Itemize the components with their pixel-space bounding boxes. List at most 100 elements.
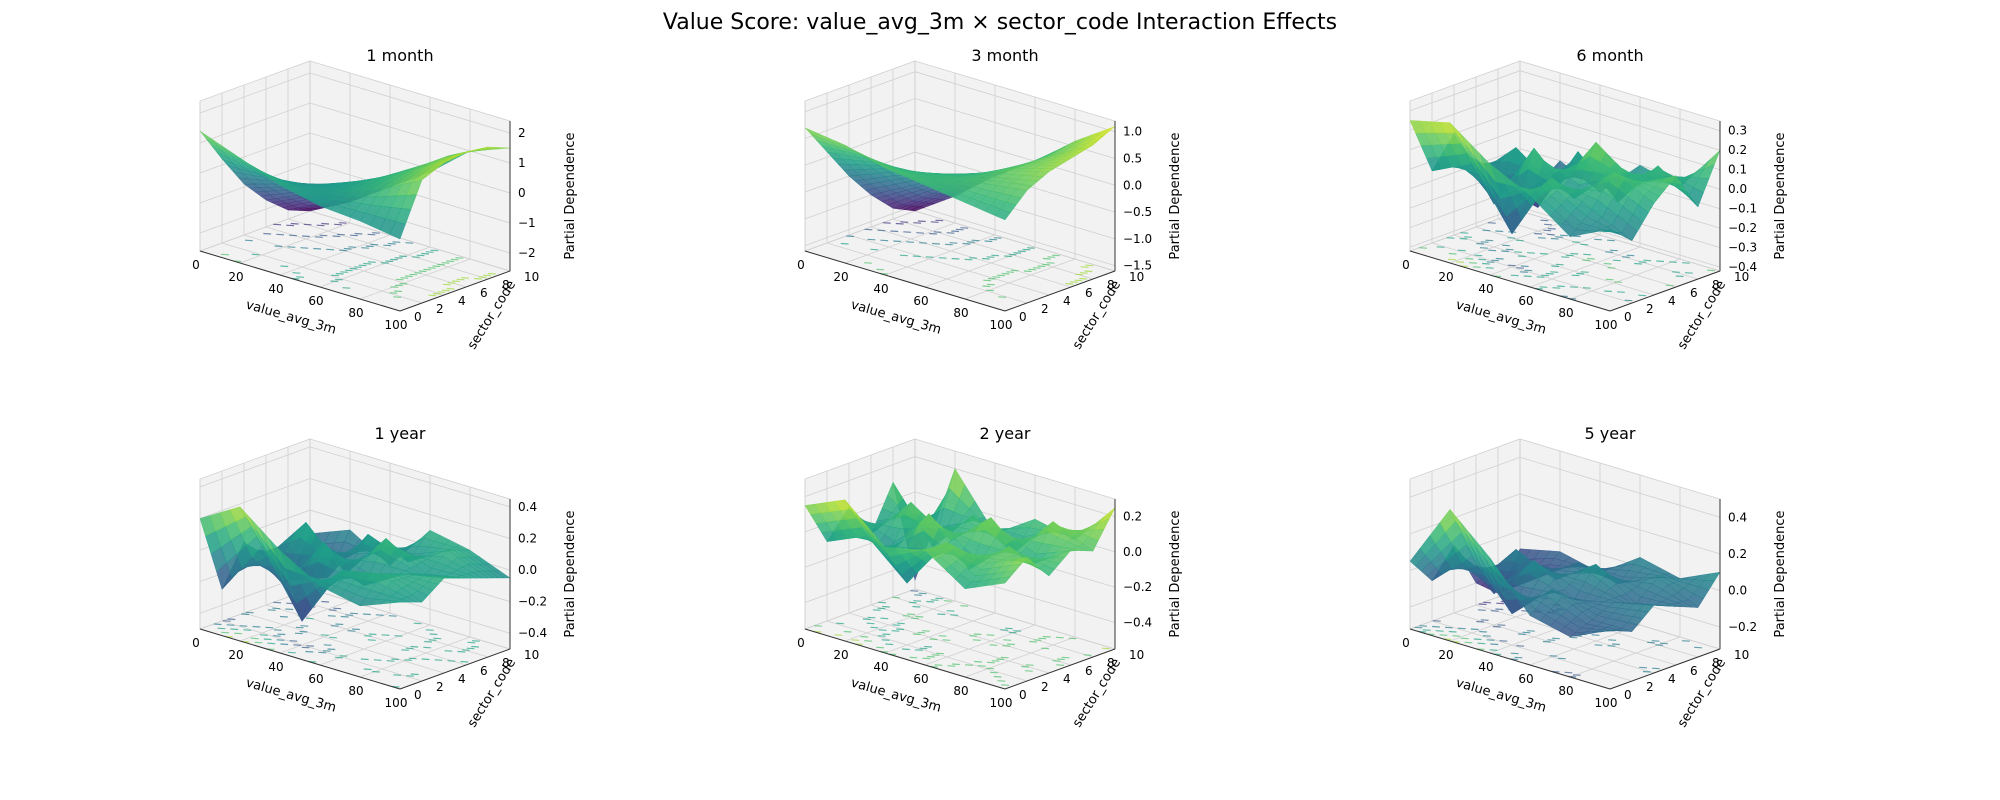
z-tick-label: −0.3 — [1728, 241, 1757, 255]
z-tick-label: −0.2 — [1728, 221, 1757, 235]
surface-patch — [1599, 630, 1616, 633]
y-tick-label: 8 — [502, 278, 510, 292]
surface-plot-6-month: 0204060801000246810−0.4−0.3−0.2−0.10.00.… — [1402, 60, 1788, 352]
x-axis-label: value_avg_3m — [1454, 676, 1548, 716]
contour-line — [813, 630, 1110, 650]
grid-line — [870, 226, 1072, 288]
z-tick-label: 0.2 — [1123, 510, 1142, 524]
x-tick-label: 20 — [1438, 648, 1453, 662]
y-tick-label: 6 — [1085, 286, 1093, 300]
contour-line — [428, 272, 496, 297]
y-tick-label: 4 — [458, 294, 466, 308]
contour-line — [1476, 229, 1635, 302]
grid-line — [359, 636, 471, 678]
z-axis-label: Partial Dependence — [1168, 510, 1183, 637]
z-axis-label: Partial Dependence — [563, 132, 578, 259]
z-tick-label: 0.0 — [518, 563, 537, 577]
y-tick-label: 8 — [502, 656, 510, 670]
contour-line — [846, 235, 1002, 246]
y-tick-label: 0 — [1019, 688, 1027, 702]
z-axis-label: Partial Dependence — [563, 510, 578, 637]
surface-patch — [994, 576, 1011, 585]
y-tick-label: 0 — [1019, 310, 1027, 324]
z-tick-label: −0.2 — [518, 595, 547, 609]
grid-line — [964, 258, 1076, 300]
x-tick-label: 80 — [953, 684, 968, 698]
grid-line — [1519, 210, 1721, 272]
grid-line — [239, 600, 351, 642]
x-tick-label: 80 — [1558, 306, 1573, 320]
y-axis-label: sector_code — [465, 656, 519, 730]
grid-line — [199, 102, 511, 164]
contour-line — [221, 253, 464, 298]
x-tick-label: 40 — [268, 282, 283, 296]
y-tick-label: 6 — [1690, 286, 1698, 300]
y-axis-line — [1609, 270, 1721, 312]
y-tick-label: 6 — [480, 286, 488, 300]
y-tick-label: 10 — [524, 648, 539, 662]
contour-line — [1436, 232, 1693, 297]
panel-title: 2 year — [979, 424, 1031, 443]
x-tick-label: 60 — [1518, 672, 1533, 686]
y-tick-label: 4 — [1063, 672, 1071, 686]
surface-plot-1-year: 0204060801000246810−0.4−0.20.00.20.4valu… — [192, 438, 578, 730]
grid-line — [924, 246, 1036, 288]
grid-line — [279, 234, 391, 276]
grid-line — [804, 456, 1116, 517]
x-axis-label: value_avg_3m — [244, 676, 338, 716]
y-axis-line — [1609, 648, 1721, 690]
y-axis-line — [1004, 648, 1116, 690]
grid-line — [199, 162, 511, 224]
grid-line — [1409, 70, 1721, 132]
y-tick-label: 8 — [1107, 278, 1115, 292]
x-tick-label: 100 — [1595, 318, 1618, 332]
x-tick-label: 20 — [833, 270, 848, 284]
grid-line — [914, 588, 1116, 650]
z-tick-label: 0.1 — [1728, 163, 1747, 177]
z-tick-label: 0 — [518, 186, 526, 200]
x-tick-label: 0 — [192, 636, 200, 650]
grid-line — [319, 624, 431, 666]
z-tick-label: 0.2 — [518, 531, 537, 545]
surface-patch — [389, 600, 406, 604]
x-tick-label: 0 — [192, 258, 200, 272]
grid-line — [1409, 210, 1521, 252]
y-axis-label: sector_code — [465, 278, 519, 352]
grid-line — [243, 234, 445, 296]
z-tick-label: 0.2 — [1728, 143, 1747, 157]
grid-line — [309, 210, 511, 272]
z-tick-label: −0.1 — [1728, 202, 1757, 216]
grid-line — [804, 71, 1116, 133]
chart-panel-5-year: 5 year 0 20 40 60 80 100 0 2 4 6 8 10 −0.2 0.0 0.2 0.4 v… — [1350, 424, 1870, 754]
y-tick-label: 2 — [1041, 680, 1049, 694]
grid-line — [1489, 234, 1601, 276]
z-tick-label: 0.0 — [1123, 178, 1142, 192]
y-tick-label: 10 — [1734, 648, 1749, 662]
y-axis-line — [399, 648, 511, 690]
y-axis-line — [399, 270, 511, 312]
y-tick-label: 0 — [414, 688, 422, 702]
contour-line — [1426, 633, 1485, 651]
contour-line — [914, 592, 927, 596]
x-tick-label: 100 — [990, 696, 1013, 710]
grid-line — [221, 242, 423, 304]
x-axis-label: value_avg_3m — [244, 298, 338, 338]
z-tick-label: −1.5 — [1123, 259, 1152, 273]
grid-line — [848, 612, 1050, 674]
y-tick-label: 8 — [1107, 656, 1115, 670]
z-tick-label: −0.4 — [1728, 260, 1757, 274]
x-tick-label: 100 — [990, 318, 1013, 332]
y-tick-label: 6 — [1690, 664, 1698, 678]
contour-line — [244, 239, 414, 252]
contour-line — [814, 596, 1092, 686]
contour-line — [1487, 219, 1556, 269]
grid-line — [1431, 620, 1633, 682]
x-tick-label: 40 — [873, 660, 888, 674]
grid-line — [892, 596, 1094, 658]
panel-title: 1 year — [374, 424, 426, 443]
z-tick-label: −0.2 — [1123, 580, 1152, 594]
x-axis-label: value_avg_3m — [849, 298, 943, 338]
grid-line — [265, 226, 467, 288]
grid-line — [359, 258, 471, 300]
z-tick-label: 0.4 — [1728, 510, 1747, 524]
